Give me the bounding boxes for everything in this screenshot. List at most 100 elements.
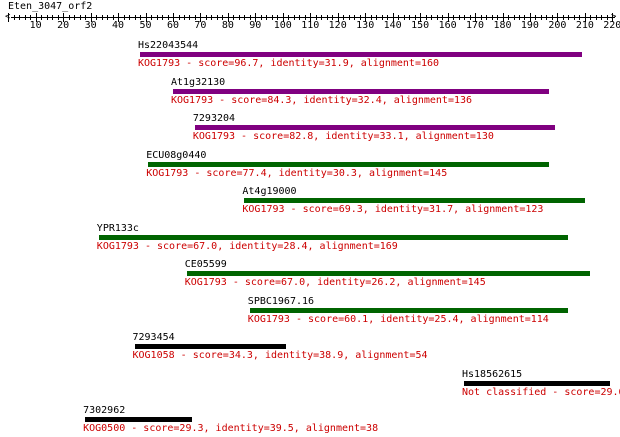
axis-minor-tick [101,15,103,20]
hit-description[interactable]: KOG1793 - score=96.7, identity=31.9, ali… [138,58,440,69]
axis-minor-tick [464,15,465,20]
hit-bar[interactable] [186,271,591,276]
axis-minor-tick [568,15,570,20]
axis-minor-tick [573,15,575,20]
hit-description[interactable]: Not classified - score=29.6, i [462,386,620,398]
axis-minor-tick [211,15,213,20]
hit-description[interactable]: KOG1793 - score=60.1, identity=25.4, ali… [247,313,549,325]
axis-tick-label: 40 [111,20,125,31]
hit-name[interactable]: Hs18562615 [462,368,523,380]
axis-minor-tick [491,15,493,20]
axis-minor-tick [13,15,15,20]
axis-minor-tick [74,15,76,20]
axis-minor-tick [189,15,191,20]
axis-tick-label: 50 [139,20,152,31]
axis-minor-tick [398,15,400,20]
hit-name[interactable]: 7293454 [132,332,175,343]
hit-name[interactable]: CE05599 [184,259,227,270]
axis-right-arrow: > [611,12,617,22]
axis-minor-tick [606,15,608,20]
axis-minor-tick [107,15,109,20]
axis-tick-label: 60 [166,20,180,31]
hit-description[interactable]: KOG1058 - score=34.3, identity=38.9, ali… [132,350,428,361]
axis-tick-label: 170 [465,20,485,31]
hit-name[interactable]: YPR133c [96,222,139,234]
axis-tick-label: 100 [273,20,292,31]
axis-tick-label: 120 [328,20,347,31]
axis-minor-tick [260,15,262,20]
axis-minor-tick [315,15,317,20]
axis-major-tick [337,13,339,22]
axis-minor-tick [431,15,433,20]
axis-minor-tick [403,15,405,20]
axis-minor-tick [30,15,32,20]
axis-minor-tick [321,15,323,20]
hit-bar[interactable] [148,161,550,167]
axis-minor-tick [601,15,603,20]
axis-minor-tick [266,15,268,20]
axis-minor-tick [222,15,224,20]
axis-minor-tick [41,15,43,20]
axis-minor-tick [535,15,537,20]
axis-tick-label: 80 [221,20,234,31]
axis-minor-tick [162,15,163,20]
axis-minor-tick [590,15,592,20]
hit-bar[interactable] [194,125,555,130]
axis-left-arrow: < [5,13,10,22]
hit-bar[interactable] [134,344,286,349]
axis-major-tick [584,13,586,22]
hit-name[interactable]: At4g19000 [242,186,297,197]
hit-bar[interactable] [85,417,193,422]
axis-minor-tick [288,15,290,20]
axis-minor-tick [370,15,372,20]
hit-description[interactable]: KOG1793 - score=84.3, identity=32.4, ali… [171,94,473,106]
hit-bar[interactable] [140,52,583,57]
hit-name[interactable]: At1g32130 [171,76,226,88]
axis-minor-tick [458,15,460,20]
axis-tick-label: 140 [383,20,402,31]
axis-minor-tick [178,15,180,20]
axis-major-tick [227,13,229,22]
axis-minor-tick [24,15,26,20]
axis-minor-tick [486,15,487,20]
axis-minor-tick [249,15,251,20]
axis-minor-tick [546,15,548,20]
axis-minor-tick [129,15,130,20]
axis-minor-tick [513,15,515,20]
hit-description[interactable]: KOG1793 - score=67.0, identity=28.4, ali… [96,240,398,252]
hit-bar[interactable] [98,234,569,240]
hit-name[interactable]: 7302962 [83,405,126,416]
hit-bar[interactable] [464,380,610,386]
axis-minor-tick [79,15,81,20]
axis-minor-tick [271,15,273,20]
hit-name[interactable]: Hs22043544 [138,40,199,51]
axis-minor-tick [387,15,389,20]
axis-minor-tick [436,15,438,20]
hit-name[interactable]: SPBC1967.16 [247,295,315,307]
hit-name[interactable]: 7293204 [192,113,236,124]
axis-minor-tick [480,15,482,20]
axis-tick-label: 150 [411,20,430,31]
hit-bar[interactable] [244,198,585,203]
axis-tick-label: 90 [249,20,262,31]
hit-name[interactable]: ECU08g0440 [146,149,207,161]
axis-minor-tick [497,15,498,20]
hit-description[interactable]: KOG1793 - score=69.3, identity=31.7, ali… [242,204,544,215]
axis-minor-tick [233,15,235,20]
axis-minor-tick [52,15,54,20]
axis-major-tick [557,13,559,22]
hit-description[interactable]: KOG1793 - score=77.4, identity=30.3, ali… [146,167,448,179]
axis-minor-tick [293,15,295,20]
hit-description[interactable]: KOG1793 - score=82.8, identity=33.1, ali… [192,131,494,142]
axis-minor-tick [167,15,169,20]
hit-bar[interactable] [249,307,569,313]
hit-description[interactable]: KOG0500 - score=29.3, identity=39.5, ali… [83,423,379,434]
hit-description[interactable]: KOG1793 - score=67.0, identity=26.2, ali… [184,277,486,288]
axis-minor-tick [540,15,542,20]
axis-tick-label: 190 [520,20,539,31]
axis-minor-tick [299,15,301,20]
axis-tick-label: 10 [29,20,42,31]
axis-minor-tick [551,15,553,20]
hit-bar[interactable] [173,88,550,94]
